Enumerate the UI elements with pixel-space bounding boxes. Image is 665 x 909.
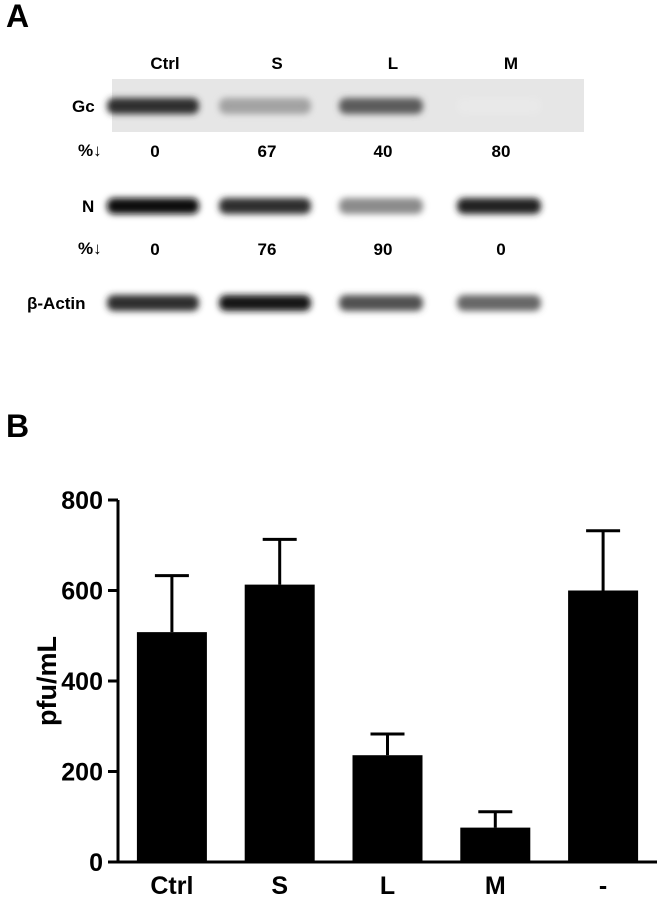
y-tick-label: 0 [89,849,103,877]
blot-band [107,295,199,311]
bar-ctrl [136,632,207,862]
y-tick-label: 200 [61,759,103,787]
blot-band [457,98,541,114]
blot-band [339,198,423,214]
reduction-value: 67 [258,142,277,161]
western-blot-panel: Ctrl S L M Gc %↓ 0 67 40 80 N %↓ 0 76 90 0 β-Actin [27,54,584,313]
panel-a-letter: A [6,0,30,34]
row-label-4: β-Actin [27,294,86,313]
y-tick-label: 600 [61,578,103,606]
blot-band [219,198,311,214]
y-tick-label: 800 [61,487,103,515]
bar-l [352,755,423,862]
reduction-value: 0 [496,240,505,259]
x-tick-label: - [599,872,607,900]
bar-m [460,827,531,862]
reduction-value: 40 [374,142,393,161]
blot-band [219,98,311,114]
x-tick-label: L [380,872,395,900]
reduction-value: 0 [150,142,159,161]
blot-band [457,295,541,311]
x-tick-label: S [271,872,288,900]
row-label-3: %↓ [78,239,102,258]
blot-band [107,198,199,214]
panel-b-letter: B [6,408,30,444]
row-label-0: Gc [72,97,95,116]
reduction-value: 0 [150,240,159,259]
blot-band [107,98,199,114]
blot-band [339,98,423,114]
y-tick-label: 400 [61,668,103,696]
reduction-value: 80 [492,142,511,161]
lane-label-3: M [504,54,518,73]
lane-label-0: Ctrl [150,54,179,73]
blot-band [219,295,311,311]
y-axis-label: pfu/mL [32,636,62,726]
row-label-2: N [82,197,94,216]
row-label-1: %↓ [78,141,102,160]
blot-band [339,295,423,311]
bar-s [244,584,315,862]
lane-label-1: S [271,54,282,73]
bar-none [568,590,639,862]
x-tick-label: Ctrl [150,872,193,900]
reduction-value: 90 [374,240,393,259]
x-tick-label: M [485,872,506,900]
blot-band [457,198,541,214]
reduction-value: 76 [258,240,277,259]
lane-label-2: L [388,54,398,73]
